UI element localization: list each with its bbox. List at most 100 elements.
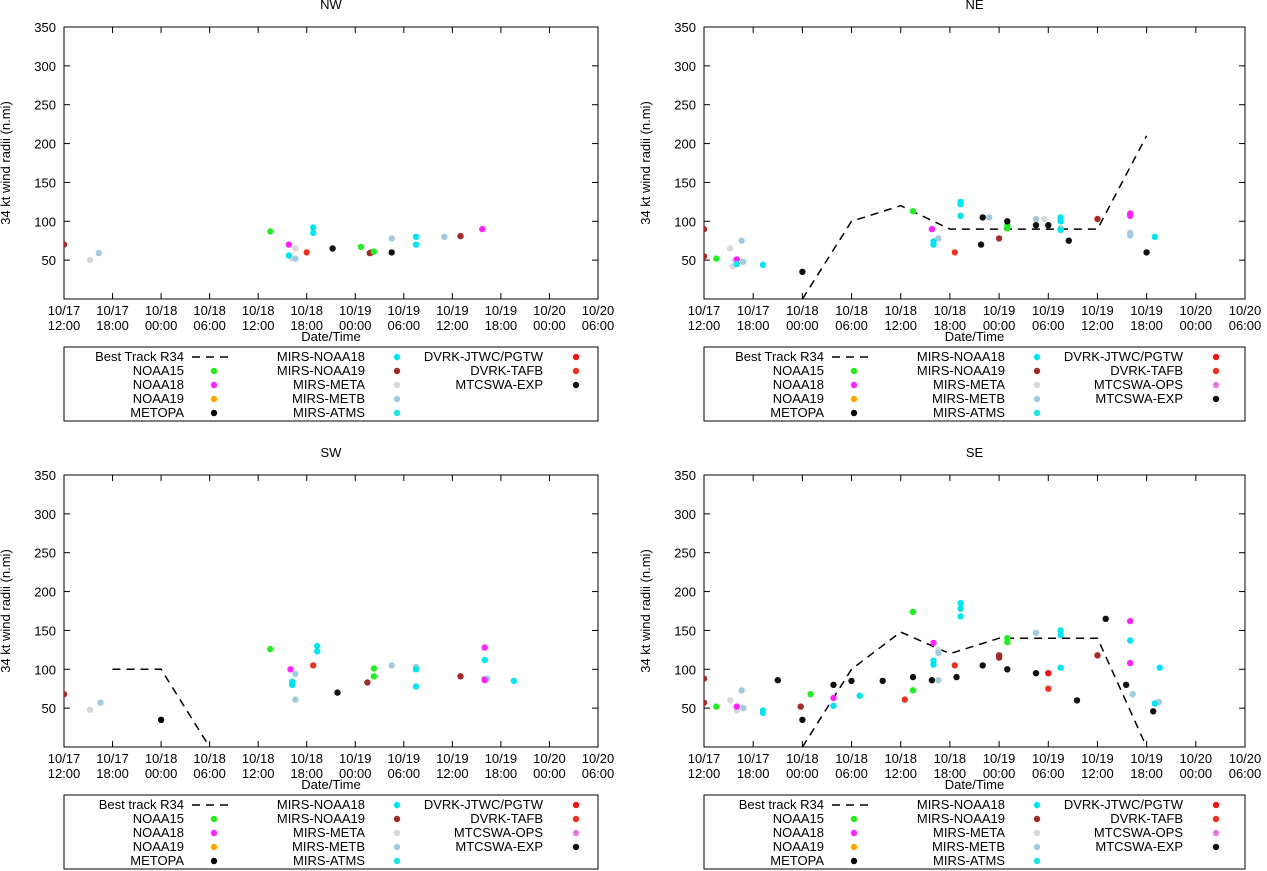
y-tick-label: 300: [674, 507, 696, 522]
point-mirs-meta: [727, 245, 734, 252]
legend-box: [63, 346, 599, 422]
marks: [704, 135, 1159, 299]
x-tick-label: 18:00: [290, 766, 323, 781]
point-mirs-noaa18: [957, 212, 964, 219]
x-tick-label: 10/18: [145, 303, 178, 318]
x-tick-label: 00:00: [533, 766, 566, 781]
x-tick-label: 18:00: [96, 318, 129, 333]
legend-marker: [572, 353, 580, 361]
point-mirs-noaa18: [1057, 631, 1064, 639]
y-tick-label: 250: [34, 98, 56, 113]
legend-label: MIRS-METB: [292, 391, 365, 406]
legend-label: MIRS-NOAA19: [917, 811, 1005, 826]
x-tick-label: 18:00: [737, 318, 770, 333]
x-tick-label: 12:00: [688, 766, 721, 781]
point-dvrk-tafb: [951, 249, 958, 256]
y-tick-label: 50: [42, 253, 56, 268]
x-tick-label: 06:00: [582, 318, 615, 333]
x-tick-label: 10/17: [96, 303, 129, 318]
y-tick-label: 50: [682, 701, 696, 716]
point-mirs-noaa18: [314, 642, 321, 650]
legend-marker: [850, 857, 858, 865]
legend-marker: [1033, 409, 1041, 417]
point-mirs-noaa18: [856, 692, 863, 699]
point-mirs-meta: [1041, 215, 1048, 223]
legend-label: MIRS-ATMS: [933, 853, 1005, 868]
legend-box: [63, 794, 599, 870]
point-mirs-metb: [388, 235, 395, 242]
x-tick-label: 18:00: [485, 766, 518, 781]
legend-marker: [210, 857, 218, 865]
x-tick-label: 18:00: [1130, 766, 1163, 781]
x-tick-label: 12:00: [1081, 318, 1114, 333]
point-noaa18: [928, 225, 936, 233]
legend-marker: [850, 815, 858, 823]
point-mirs-noaa19: [1094, 652, 1101, 659]
point-noaa15: [267, 228, 274, 235]
x-tick-label: 00:00: [533, 318, 566, 333]
legend-box: [703, 794, 1246, 870]
legend-marker: [1212, 815, 1220, 823]
x-tick-label: 12:00: [242, 318, 275, 333]
point-noaa15: [1004, 225, 1011, 232]
x-tick-label: 10/18: [934, 751, 967, 766]
chart-title: NE: [965, 0, 983, 12]
point-mirs-metb: [740, 704, 747, 712]
x-tick-label: 10/18: [193, 751, 226, 766]
x-tick-label: 18:00: [96, 766, 129, 781]
legend-label: MIRS-META: [933, 377, 1005, 392]
x-tick-label: 10/18: [835, 303, 868, 318]
legend-marker: [1033, 843, 1041, 851]
y-tick-label: 150: [34, 623, 56, 638]
point-mirs-noaa18: [1151, 233, 1159, 240]
legend-marker: [1212, 381, 1220, 389]
x-tick-label: 10/20: [1229, 751, 1262, 766]
y-tick-label: 250: [34, 546, 56, 561]
x-tick-label: 10/17: [48, 751, 81, 766]
point-mirs-noaa19: [995, 235, 1003, 242]
legend-label: MIRS-NOAA18: [917, 349, 1005, 364]
legend-marker: [1033, 815, 1041, 823]
x-tick-label: 10/17: [48, 303, 81, 318]
x-tick-label: 12:00: [436, 766, 469, 781]
x-tick-label: 06:00: [388, 766, 421, 781]
legend-label: MIRS-NOAA19: [277, 811, 365, 826]
point-mirs-noaa18: [1151, 700, 1159, 707]
point-noaa18: [1127, 659, 1134, 667]
legend-marker: [393, 857, 401, 865]
x-tick-label: 12:00: [242, 766, 275, 781]
legend-marker: [1212, 843, 1220, 851]
legend-marker: [572, 815, 580, 823]
legend-label: MIRS-METB: [932, 839, 1005, 854]
legend-marker: [850, 829, 858, 837]
y-tick-label: 350: [34, 468, 56, 483]
y-tick-label: 300: [34, 507, 56, 522]
point-noaa18: [830, 694, 837, 702]
x-axis-label: Date/Time: [301, 777, 360, 792]
legend-label: NOAA18: [773, 377, 824, 392]
x-tick-label: 10/18: [934, 303, 967, 318]
legend-label: DVRK-TAFB: [1110, 363, 1183, 378]
legend-label: MIRS-NOAA19: [277, 363, 365, 378]
point-noaa15: [909, 608, 917, 615]
legend-label: MIRS-NOAA19: [917, 363, 1005, 378]
legend-marker: [572, 829, 580, 837]
legend-marker: [210, 829, 218, 837]
point-mtcswa-exp: [799, 268, 806, 275]
point-mirs-noaa18: [310, 229, 317, 237]
point-mirs-noaa18: [957, 600, 964, 607]
point-mirs-noaa19: [704, 225, 708, 233]
legend-marker: [210, 409, 218, 417]
x-tick-label: 18:00: [1130, 318, 1163, 333]
y-tick-label: 250: [674, 546, 696, 561]
legend-label: Best track R34: [739, 797, 824, 812]
legend-marker: [1212, 395, 1220, 403]
x-tick-label: 12:00: [884, 766, 917, 781]
x-tick-label: 10/18: [884, 303, 917, 318]
x-tick-label: 10/20: [582, 751, 615, 766]
legend-label: DVRK-TAFB: [1110, 811, 1183, 826]
x-tick-label: 10/20: [582, 303, 615, 318]
y-tick-label: 150: [674, 623, 696, 638]
x-tick-label: 06:00: [1229, 766, 1262, 781]
